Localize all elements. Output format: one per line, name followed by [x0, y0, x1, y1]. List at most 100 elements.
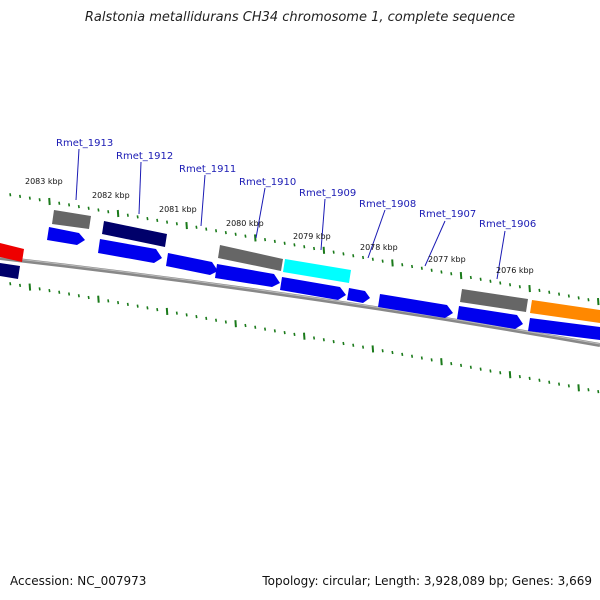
kbp-labels: 2083 kbp 2082 kbp 2081 kbp 2080 kbp 2079…	[25, 177, 534, 275]
minor-tick	[58, 290, 61, 294]
gene-label[interactable]: Rmet_1908	[359, 199, 416, 210]
gene-rmet-1905-reverse[interactable]	[530, 300, 600, 323]
gene-forward-3[interactable]	[166, 253, 218, 275]
gene-reverse-left-navy[interactable]	[0, 263, 20, 279]
gene-rmet-1912-reverse[interactable]	[102, 221, 167, 247]
gene-label[interactable]: Rmet_1913	[56, 138, 113, 149]
minor-tick	[460, 363, 463, 368]
gene-label[interactable]: Rmet_1909	[299, 188, 356, 199]
minor-tick	[577, 296, 580, 300]
gene-label[interactable]: Rmet_1911	[179, 164, 236, 175]
major-tick	[597, 298, 600, 306]
minor-tick	[362, 255, 365, 260]
gene-rmet-1913-reverse[interactable]	[52, 210, 91, 229]
minor-tick	[166, 220, 169, 224]
minor-tick	[313, 336, 316, 340]
major-tick	[391, 259, 394, 267]
minor-tick	[146, 306, 149, 310]
gene-forward-8[interactable]	[457, 306, 523, 329]
minor-tick	[9, 193, 12, 197]
minor-tick	[175, 311, 178, 315]
minor-tick	[28, 196, 31, 200]
minor-tick	[538, 288, 541, 293]
gene-rmet-1910-reverse[interactable]	[218, 245, 283, 271]
gene-rmet-1909-reverse[interactable]	[283, 259, 351, 283]
minor-tick	[68, 292, 71, 296]
minor-tick	[185, 313, 188, 317]
gene-rmet-1906-reverse[interactable]	[460, 289, 528, 312]
minor-tick	[450, 272, 453, 276]
major-tick	[577, 384, 580, 392]
minor-tick	[381, 259, 384, 263]
minor-tick	[117, 300, 120, 305]
minor-tick	[283, 330, 286, 335]
minor-tick	[77, 204, 80, 209]
minor-tick	[38, 198, 41, 202]
gene-forward-6[interactable]	[347, 288, 370, 303]
minor-tick	[499, 371, 502, 375]
minor-tick	[479, 277, 482, 281]
minor-tick	[332, 339, 335, 344]
gene-label[interactable]: Rmet_1912	[116, 151, 173, 162]
minor-tick	[313, 246, 316, 251]
minor-tick	[469, 365, 472, 369]
minor-tick	[195, 225, 198, 229]
major-tick	[322, 246, 326, 254]
minor-tick	[273, 329, 276, 333]
minor-tick	[156, 307, 159, 312]
gene-label[interactable]: Rmet_1906	[479, 219, 536, 230]
minor-tick	[87, 295, 90, 300]
minor-tick	[567, 384, 570, 388]
minor-tick	[244, 323, 247, 328]
kbp-label: 2079 kbp	[293, 232, 331, 241]
gene-label[interactable]: Rmet_1907	[419, 209, 476, 220]
kbp-label: 2077 kbp	[428, 255, 466, 264]
minor-tick	[244, 234, 247, 238]
kbp-label: 2081 kbp	[159, 205, 197, 214]
minor-tick	[597, 389, 600, 394]
major-tick	[254, 234, 257, 242]
minor-tick	[352, 343, 355, 347]
minor-tick	[548, 380, 551, 384]
minor-tick	[587, 388, 590, 392]
gene-forward-7[interactable]	[378, 294, 453, 318]
minor-tick	[509, 283, 512, 287]
minor-tick	[205, 227, 208, 231]
minor-tick	[264, 237, 267, 242]
minor-tick	[58, 201, 61, 205]
minor-tick	[77, 294, 80, 298]
kbp-label: 2078 kbp	[360, 243, 398, 252]
gene-forward-2[interactable]	[98, 239, 162, 263]
minor-tick	[19, 194, 22, 199]
gene-forward-1[interactable]	[47, 227, 85, 245]
minor-tick	[518, 285, 521, 289]
gene-forward-4[interactable]	[215, 264, 280, 287]
minor-tick	[342, 252, 345, 256]
minor-tick	[87, 206, 90, 210]
minor-tick	[362, 345, 365, 349]
major-tick	[116, 209, 120, 218]
gene-forward-5[interactable]	[280, 277, 346, 300]
minor-tick	[401, 352, 404, 357]
minor-tick	[224, 230, 227, 235]
gene-label[interactable]: Rmet_1910	[239, 177, 296, 188]
minor-tick	[332, 250, 335, 254]
kbp-label: 2076 kbp	[496, 266, 534, 275]
gene-reverse-left-red[interactable]	[0, 243, 24, 262]
minor-tick	[264, 327, 267, 331]
minor-tick	[293, 243, 296, 247]
minor-tick	[489, 279, 492, 283]
minor-tick	[156, 218, 159, 223]
minor-tick	[146, 216, 149, 221]
minor-tick	[68, 203, 71, 207]
minor-tick	[538, 378, 541, 382]
minor-tick	[136, 215, 139, 219]
minor-tick	[528, 376, 531, 381]
minor-tick	[411, 264, 414, 269]
minor-tick	[440, 270, 443, 274]
gene-forward-9[interactable]	[528, 318, 600, 340]
minor-tick	[391, 350, 394, 355]
minor-tick	[469, 275, 472, 280]
forward-strand-genes	[47, 227, 600, 340]
